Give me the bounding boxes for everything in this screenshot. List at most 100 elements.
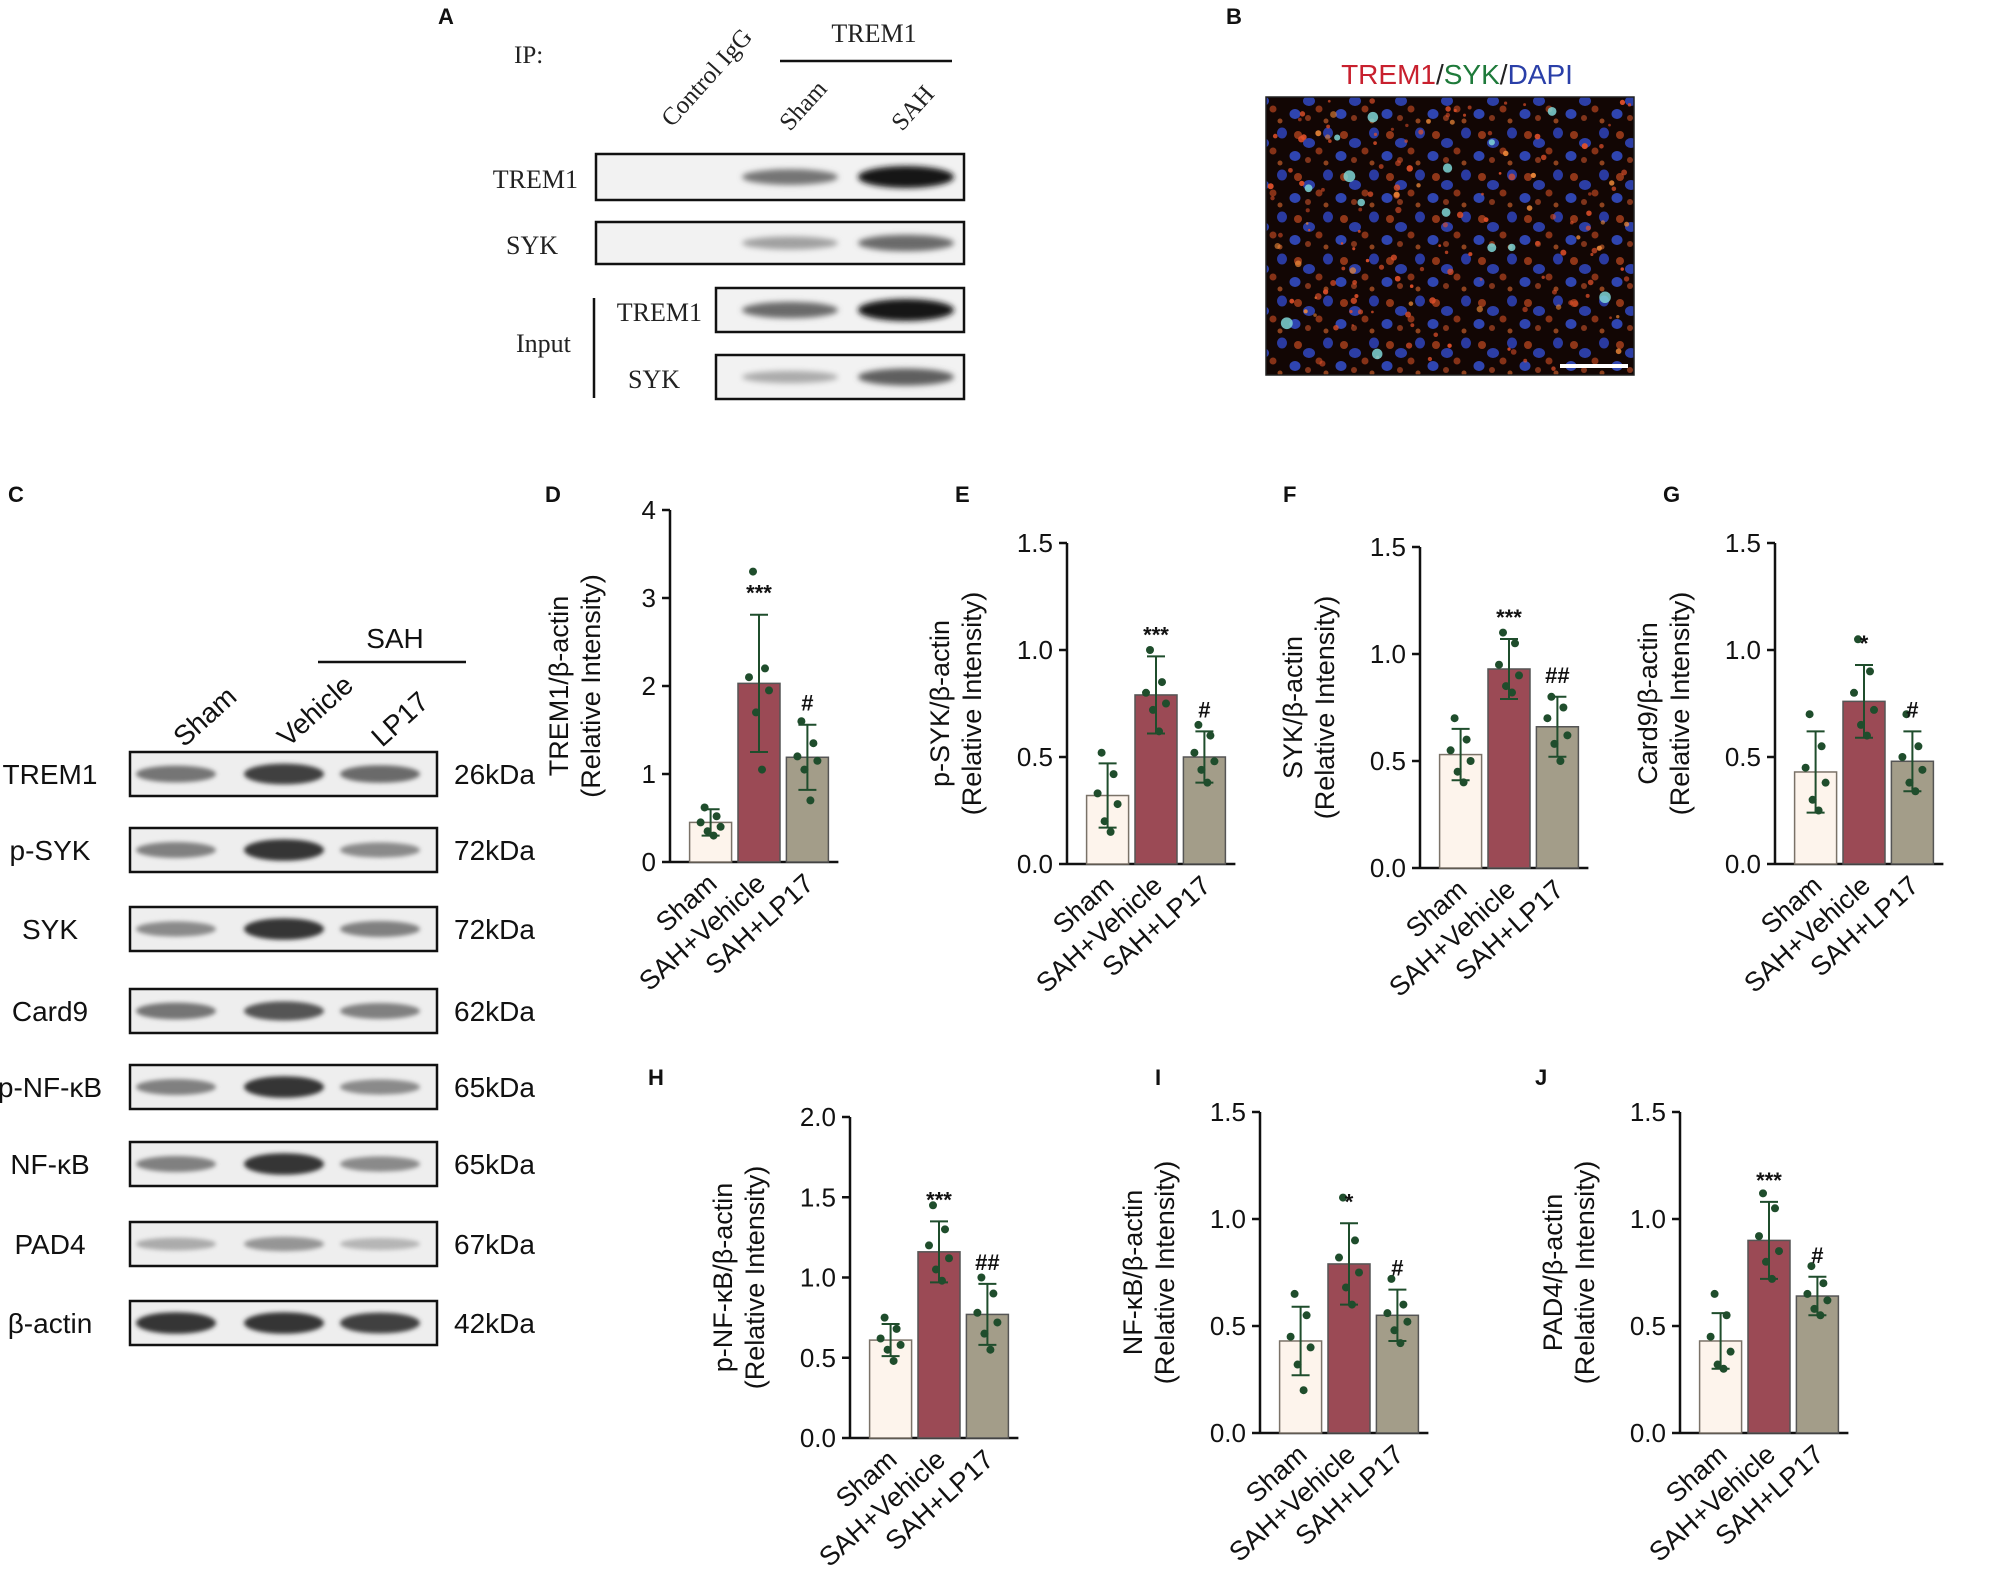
blot-protein-label: p-SYK [10, 835, 91, 866]
trem1-signal [1395, 206, 1402, 214]
data-point [1902, 710, 1911, 719]
trem1-signal [1534, 133, 1541, 140]
data-point [1914, 742, 1923, 751]
data-point [986, 1345, 995, 1354]
ip-label: IP: [514, 42, 543, 69]
data-point [1515, 671, 1523, 680]
trem1-signal [1587, 279, 1594, 286]
data-point [1719, 1364, 1728, 1373]
y-axis-label-2: (Relative Intensity) [1570, 1161, 1600, 1385]
data-point [745, 673, 753, 682]
y-tick-label: 1 [642, 759, 656, 789]
blot-protein-label: Card9 [12, 996, 88, 1027]
blot-band [742, 236, 838, 250]
data-point [1854, 635, 1862, 644]
blot-size-label: 72kDa [454, 835, 535, 866]
data-point [1299, 1386, 1308, 1395]
data-point [1801, 763, 1810, 772]
stain-dapi: DAPI [1508, 59, 1573, 90]
group-label-sah: SAH [366, 623, 424, 654]
blot-band [858, 368, 954, 386]
trem1-signal [1433, 332, 1439, 338]
chart-e: E 0.0 0.5 1.0 1.5 p-SYK/β-actin (Relative Inte… [925, 482, 1236, 998]
y-tick-label: 0.5 [1370, 746, 1406, 776]
trem1-signal [1503, 101, 1508, 105]
lane-label-sham: Sham [167, 680, 242, 752]
blot-row-p-nf-b: p-NF-κB 65kDa [0, 1063, 535, 1111]
blot-band [244, 1153, 324, 1175]
data-point [1466, 757, 1475, 765]
trem1-signal [1555, 304, 1562, 310]
y-tick-label: 1.5 [1370, 532, 1406, 562]
y-axis-label: Card9/β-actin [1633, 622, 1663, 785]
data-point [1821, 778, 1830, 787]
trem1-signal [1619, 99, 1626, 105]
colocalization-signal [1599, 291, 1611, 304]
y-tick-label: 1.0 [1370, 639, 1406, 669]
data-point [1390, 1326, 1399, 1335]
stain-syk: SYK [1444, 59, 1500, 90]
data-point [1726, 1347, 1735, 1356]
trem1-signal [1585, 225, 1591, 231]
colocalization-signal [1488, 139, 1495, 146]
data-point [1547, 692, 1556, 701]
trem1-signal [1409, 284, 1414, 288]
significance-label: *** [926, 1187, 952, 1212]
blot-band [340, 1079, 420, 1095]
blot-size-label: 65kDa [454, 1149, 535, 1180]
data-point [1158, 678, 1166, 687]
ip-blot-label-trem1: TREM1 [493, 165, 578, 194]
trem1-signal [1299, 180, 1305, 187]
panel-a: A IP: Control IgG Sham SAH TREM1 TREM1 S… [438, 4, 966, 401]
blot-band [340, 765, 420, 783]
blot-size-label: 67kDa [454, 1229, 535, 1260]
trem1-signal [1447, 268, 1454, 276]
y-tick-label: 1.5 [800, 1182, 836, 1212]
trem1-signal [1449, 119, 1455, 125]
blot-band [742, 370, 838, 384]
trem1-signal [1378, 264, 1385, 270]
trem1-signal [1444, 250, 1449, 255]
data-point [1097, 748, 1106, 757]
trem1-signal [1568, 300, 1574, 306]
data-point [889, 1356, 898, 1365]
blot-row-pad4: PAD4 67kDa [14, 1220, 535, 1268]
significance-label: ## [1545, 663, 1569, 688]
panel-label-b: B [1226, 4, 1242, 29]
data-point [1823, 1296, 1832, 1305]
trem1-signal [1616, 314, 1620, 319]
trem1-signal [1467, 105, 1472, 110]
blot-band [136, 1312, 216, 1334]
data-point [1543, 714, 1552, 723]
data-point [809, 739, 818, 748]
trem1-signal [1510, 349, 1517, 355]
data-point [1807, 1262, 1816, 1271]
blot-band [340, 842, 420, 858]
data-point [1814, 806, 1823, 815]
data-point [977, 1273, 986, 1282]
significance-label: # [1906, 697, 1918, 722]
data-point [1194, 720, 1203, 729]
trem1-signal [1551, 366, 1556, 371]
data-point [1106, 827, 1115, 836]
trem1-signal [1365, 258, 1370, 263]
y-axis-label: TREM1/β-actin [544, 596, 574, 777]
data-point [1100, 817, 1109, 826]
data-point [1396, 1339, 1405, 1348]
y-tick-label: 4 [642, 495, 656, 525]
data-point [1559, 703, 1568, 712]
trem1-signal [1551, 289, 1557, 295]
trem1-signal [1447, 343, 1452, 348]
blot-size-label: 26kDa [454, 759, 535, 790]
data-point [1286, 1332, 1295, 1341]
blot-size-label: 72kDa [454, 914, 535, 945]
data-point [1113, 800, 1122, 809]
trem1-signal [1404, 139, 1408, 143]
data-point [1446, 746, 1455, 755]
blot-band [136, 1156, 216, 1172]
trem1-signal [1378, 164, 1384, 169]
y-tick-label: 0 [642, 847, 656, 877]
data-point [761, 664, 769, 673]
data-point [1803, 1289, 1812, 1298]
